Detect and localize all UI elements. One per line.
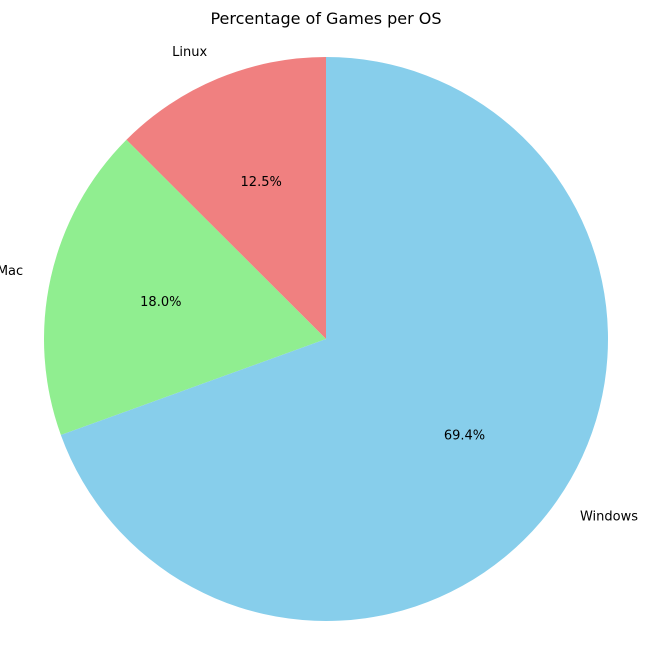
category-label-windows: Windows bbox=[580, 510, 638, 525]
chart-title: Percentage of Games per OS bbox=[210, 9, 441, 28]
pct-label-linux: 12.5% bbox=[241, 175, 282, 190]
labels-layer: 12.5% Linux 18.0% Mac 69.4% Windows bbox=[0, 45, 638, 525]
pie-slice-windows bbox=[60, 57, 609, 621]
slices-layer bbox=[44, 57, 609, 621]
category-label-mac: Mac bbox=[0, 264, 23, 279]
pct-label-windows: 69.4% bbox=[444, 429, 485, 444]
category-label-linux: Linux bbox=[172, 45, 207, 60]
pct-label-mac: 18.0% bbox=[140, 295, 181, 310]
pie-slice-linux bbox=[126, 57, 326, 339]
pie-slice-mac bbox=[44, 139, 326, 436]
